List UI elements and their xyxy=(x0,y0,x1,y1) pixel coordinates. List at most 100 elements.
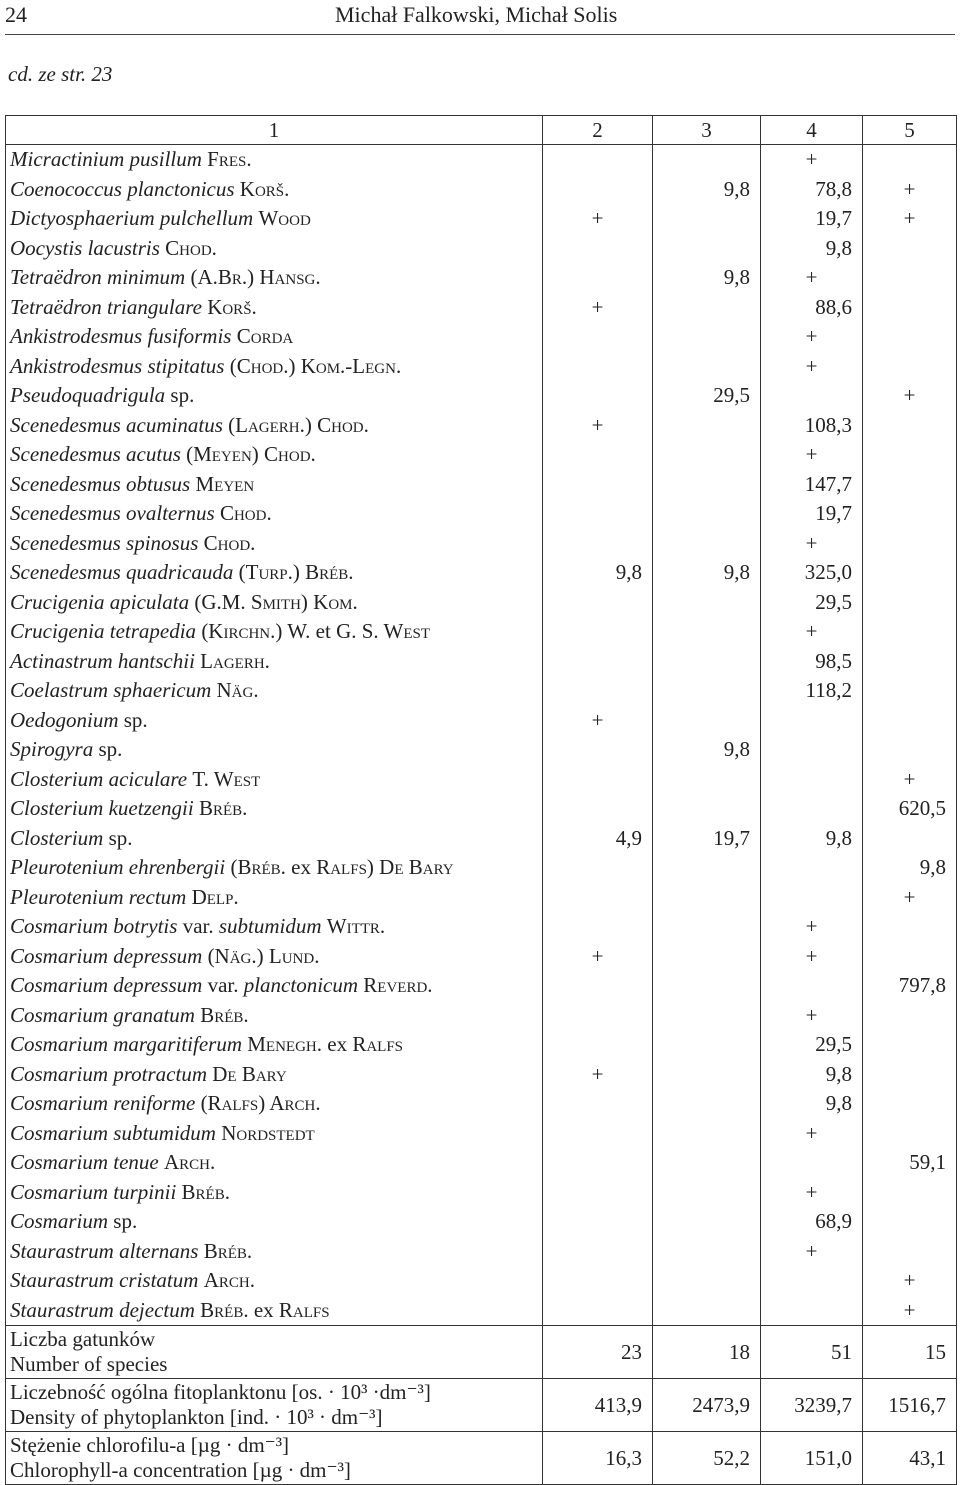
species-name: Actinastrum hantschii Lagerh. xyxy=(5,646,543,676)
empty-cell xyxy=(862,1000,957,1030)
empty-cell xyxy=(652,1030,761,1060)
species-row: Pseudoquadrigula sp. 29,5 + xyxy=(5,381,957,411)
summary-label: Liczba gatunków Number of species xyxy=(5,1325,543,1379)
name-part: Arch. xyxy=(164,1150,216,1175)
value-cell: + xyxy=(760,440,863,470)
name-part: sp. xyxy=(113,1209,138,1234)
empty-cell xyxy=(542,646,653,676)
name-part: Bréb. xyxy=(203,1238,253,1263)
value-cell: + xyxy=(760,1177,863,1207)
name-part: Nordstedt xyxy=(221,1120,315,1145)
empty-cell xyxy=(652,292,761,322)
species-row: Oedogonium sp. + xyxy=(5,705,957,735)
empty-cell xyxy=(542,1030,653,1060)
value-cell: 23 xyxy=(542,1325,653,1379)
empty-cell xyxy=(760,882,863,912)
value-cell: + xyxy=(542,941,653,971)
value-cell: 9,8 xyxy=(760,1059,863,1089)
column-header: 5 xyxy=(862,115,957,145)
empty-cell xyxy=(542,882,653,912)
name-part: (Meyen) Chod. xyxy=(186,442,316,467)
value-cell: 19,7 xyxy=(760,204,863,234)
empty-cell xyxy=(542,1207,653,1237)
empty-cell xyxy=(652,499,761,529)
empty-cell xyxy=(760,705,863,735)
name-part: (Ralfs) Arch. xyxy=(200,1091,321,1116)
empty-cell xyxy=(862,263,957,293)
value-cell: 9,8 xyxy=(760,823,863,853)
name-part: Pseudoquadrigula xyxy=(10,383,166,408)
species-name: Spirogyra sp. xyxy=(5,735,543,765)
name-part: sp. xyxy=(98,737,123,762)
species-row: Ankistrodesmus fusiformis Corda + xyxy=(5,322,957,352)
name-part: Staurastrum dejectum xyxy=(10,1297,195,1322)
species-row: Scenedesmus acuminatus (Lagerh.) Chod. +1… xyxy=(5,410,957,440)
label-line: Liczba gatunków xyxy=(10,1326,156,1351)
value-cell: + xyxy=(862,174,957,204)
empty-cell xyxy=(652,410,761,440)
species-row: Staurastrum cristatum Arch. + xyxy=(5,1266,957,1296)
species-row: Pleurotenium ehrenbergii (Bréb. ex Ralfs… xyxy=(5,853,957,883)
name-part: Coelastrum sphaericum xyxy=(10,678,212,703)
species-name: Dictyosphaerium pulchellum Wood xyxy=(5,204,543,234)
species-name: Cosmarium sp. xyxy=(5,1207,543,1237)
species-name: Crucigenia tetrapedia (Kirchn.) W. et G.… xyxy=(5,617,543,647)
empty-cell xyxy=(542,440,653,470)
name-part: Cosmarium protractum xyxy=(10,1061,207,1086)
species-row: Cosmarium margaritiferum Menegh. ex Ralf… xyxy=(5,1030,957,1060)
empty-cell xyxy=(652,1295,761,1326)
empty-cell xyxy=(862,351,957,381)
value-cell: 29,5 xyxy=(760,587,863,617)
species-name: Pleurotenium ehrenbergii (Bréb. ex Ralfs… xyxy=(5,853,543,883)
empty-cell xyxy=(652,676,761,706)
species-name: Cosmarium granatum Bréb. xyxy=(5,1000,543,1030)
empty-cell xyxy=(652,1148,761,1178)
species-row: Micractinium pusillum Fres. + xyxy=(5,144,957,175)
empty-cell xyxy=(862,1236,957,1266)
species-row: Tetraëdron triangulare Korš. +88,6 xyxy=(5,292,957,322)
species-row: Oocystis lacustris Chod. 9,8 xyxy=(5,233,957,263)
name-part: Crucigenia tetrapedia xyxy=(10,619,197,644)
name-part: G. S. West xyxy=(336,619,431,644)
name-part: Scenedesmus spinosus xyxy=(10,530,199,555)
species-row: Cosmarium sp. 68,9 xyxy=(5,1207,957,1237)
name-part: Crucigenia apiculata xyxy=(10,589,190,614)
empty-cell xyxy=(862,705,957,735)
summary-label: Stężenie chlorofilu-a [µg · dm⁻³] Chlorop… xyxy=(5,1431,543,1485)
empty-cell xyxy=(862,528,957,558)
species-row: Staurastrum alternans Bréb. + xyxy=(5,1236,957,1266)
empty-cell xyxy=(862,1089,957,1119)
name-part: Staurastrum cristatum xyxy=(10,1268,199,1293)
value-cell: 52,2 xyxy=(652,1431,761,1485)
column-header: 4 xyxy=(760,115,863,145)
species-name: Staurastrum alternans Bréb. xyxy=(5,1236,543,1266)
empty-cell xyxy=(652,469,761,499)
species-row: Closterium kuetzengii Bréb. 620,5 xyxy=(5,794,957,824)
name-part: De Bary xyxy=(212,1061,287,1086)
species-name: Oedogonium sp. xyxy=(5,705,543,735)
species-row: Closterium aciculare T. West + xyxy=(5,764,957,794)
species-row: Spirogyra sp. 9,8 xyxy=(5,735,957,765)
name-part: (G.M. Smith) Kom. xyxy=(194,589,358,614)
name-part: Coenococcus planctonicus xyxy=(10,176,235,201)
name-part: Cosmarium subtumidum xyxy=(10,1120,216,1145)
column-header: 1 xyxy=(5,115,543,145)
value-cell: 151,0 xyxy=(760,1431,863,1485)
page-number: 24 xyxy=(5,2,27,27)
species-row: Actinastrum hantschii Lagerh. 98,5 xyxy=(5,646,957,676)
empty-cell xyxy=(542,499,653,529)
species-row: Cosmarium tenue Arch. 59,1 xyxy=(5,1148,957,1178)
empty-cell xyxy=(862,499,957,529)
empty-cell xyxy=(652,617,761,647)
name-part: Cosmarium granatum xyxy=(10,1002,195,1027)
empty-cell xyxy=(542,1089,653,1119)
empty-cell xyxy=(862,233,957,263)
value-cell: 118,2 xyxy=(760,676,863,706)
species-row: Cosmarium reniforme (Ralfs) Arch. 9,8 xyxy=(5,1089,957,1119)
value-cell: 413,9 xyxy=(542,1378,653,1432)
empty-cell xyxy=(542,233,653,263)
empty-cell xyxy=(542,587,653,617)
name-part: Tetraëdron triangulare xyxy=(10,294,202,319)
species-row: Ankistrodesmus stipitatus (Chod.) Kom.-L… xyxy=(5,351,957,381)
empty-cell xyxy=(652,1177,761,1207)
